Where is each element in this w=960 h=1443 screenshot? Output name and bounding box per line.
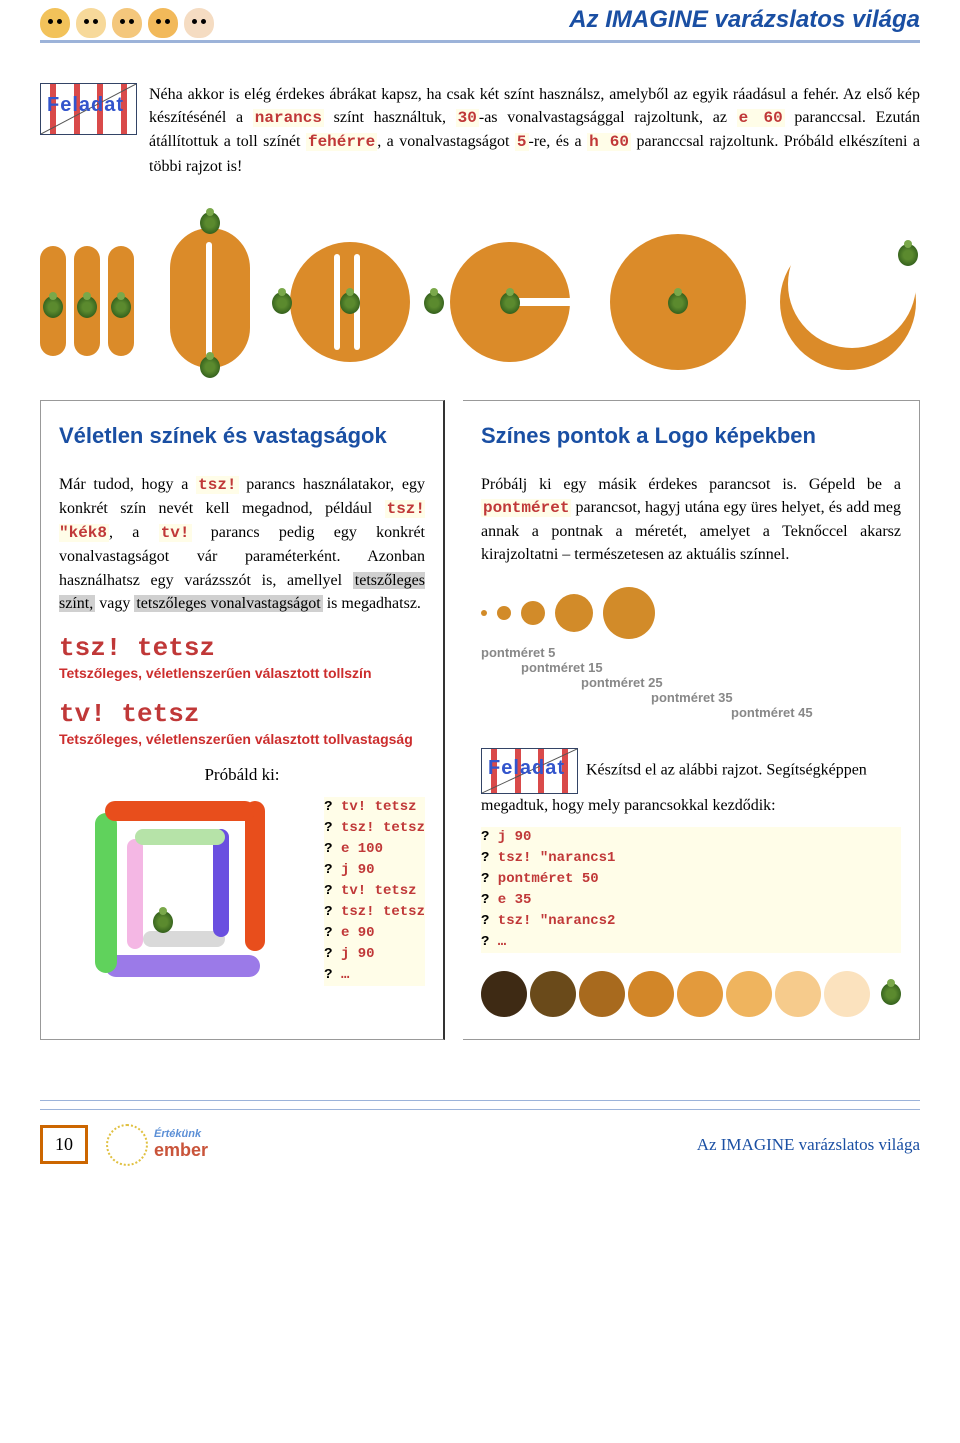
footer-title: Az IMAGINE varázslatos világa xyxy=(697,1135,920,1155)
feladat-badge: Feladat xyxy=(481,748,578,794)
feladat-label: Feladat xyxy=(488,757,565,780)
color-palette xyxy=(481,971,901,1017)
text: vagy xyxy=(95,595,134,612)
dot-label: pontméret 25 xyxy=(481,675,901,690)
code: narancs xyxy=(253,109,324,127)
size-dot xyxy=(481,610,487,616)
text: -as vonalvastagsággal rajzoltunk, az xyxy=(479,109,737,126)
feladat-badge: Feladat xyxy=(40,83,137,135)
code: tsz! xyxy=(196,476,238,494)
color-bar xyxy=(95,813,117,973)
palette-dot xyxy=(775,971,821,1017)
dot-label: pontméret 5 xyxy=(481,645,901,660)
avatar-icon xyxy=(112,8,142,38)
columns: Véletlen színek és vastagságok Már tudod… xyxy=(40,400,920,1040)
palette-dot xyxy=(530,971,576,1017)
text: Próbálj ki egy másik érdekes parancsot i… xyxy=(481,476,901,493)
dot-label: pontméret 35 xyxy=(481,690,901,705)
color-bar xyxy=(135,829,225,845)
code: pontméret xyxy=(481,499,571,517)
colorful-drawing xyxy=(95,801,275,981)
code: h 60 xyxy=(587,133,631,151)
code: e 60 xyxy=(737,109,785,127)
text: , a vonalvastagságot xyxy=(377,133,515,150)
left-command-list: ? tv! tetsz? tsz! tetsz? e 100? j 90? tv… xyxy=(324,797,425,986)
page-header: Az IMAGINE varázslatos világa xyxy=(40,0,920,42)
code: 30 xyxy=(456,109,479,127)
text: Már tudod, hogy a xyxy=(59,476,196,493)
color-bar xyxy=(105,801,255,821)
page-title: Az IMAGINE varázslatos világa xyxy=(569,6,920,38)
palette-dot xyxy=(628,971,674,1017)
turtle-icon xyxy=(881,983,901,1005)
right-title: Színes pontok a Logo képekben xyxy=(481,423,901,449)
avatar-icon xyxy=(184,8,214,38)
palette-dot xyxy=(677,971,723,1017)
avatar-icon xyxy=(76,8,106,38)
divider xyxy=(40,42,920,43)
text: , a xyxy=(109,524,159,541)
right-task: Feladat Készítsd el az alábbi rajzot. Se… xyxy=(481,748,901,817)
orange-shapes-row xyxy=(40,206,920,376)
right-paragraph: Próbálj ki egy másik érdekes parancsot i… xyxy=(481,473,901,567)
highlight: tetszőleges vonalvastagságot xyxy=(134,595,322,612)
right-column: Színes pontok a Logo képekben Próbálj ki… xyxy=(463,400,920,1040)
text: színt használtuk, xyxy=(324,109,456,126)
avatar-icon xyxy=(148,8,178,38)
bigcode-2: tv! tetsz xyxy=(59,699,425,729)
dot-label: pontméret 45 xyxy=(481,705,901,720)
code: fehérre xyxy=(306,133,377,151)
color-bar xyxy=(127,839,143,949)
right-command-list: ? j 90? tsz! "narancs1? pontméret 50? e … xyxy=(481,827,901,953)
code: 5 xyxy=(515,133,529,151)
footer-logo: Értékünk ember xyxy=(106,1124,208,1166)
text: is megadhatsz. xyxy=(323,595,421,612)
logo-line1: Értékünk xyxy=(154,1128,208,1140)
color-bar xyxy=(213,829,229,937)
color-bar xyxy=(245,801,265,951)
code: tv! xyxy=(159,524,192,542)
header-faces xyxy=(40,8,214,38)
size-dot xyxy=(521,601,545,625)
bigcode-1: tsz! tetsz xyxy=(59,633,425,663)
dot-label: pontméret 15 xyxy=(481,660,901,675)
palette-dot xyxy=(481,971,527,1017)
left-title: Véletlen színek és vastagságok xyxy=(59,423,425,449)
size-dot xyxy=(603,587,655,639)
try-label: Próbáld ki: xyxy=(59,765,425,785)
logo-line2: ember xyxy=(154,1140,208,1161)
intro-paragraph: Néha akkor is elég érdekes ábrákat kapsz… xyxy=(149,83,920,178)
bigcode-sub-1: Tetszőleges, véletlenszerűen választott … xyxy=(59,665,425,681)
palette-dot xyxy=(579,971,625,1017)
palette-dot xyxy=(824,971,870,1017)
left-paragraph: Már tudod, hogy a tsz! parancs használat… xyxy=(59,473,425,615)
avatar-icon xyxy=(40,8,70,38)
palette-dot xyxy=(726,971,772,1017)
feladat-label: Feladat xyxy=(47,94,124,117)
size-dot xyxy=(497,606,511,620)
text: -re, és a xyxy=(529,133,588,150)
bigcode-sub-2: Tetszőleges, véletlenszerűen választott … xyxy=(59,731,425,747)
page-number: 10 xyxy=(40,1125,88,1164)
page-footer: 10 Értékünk ember Az IMAGINE varázslatos… xyxy=(40,1100,920,1166)
stars-icon xyxy=(106,1124,148,1166)
dot-size-chart: pontméret 5pontméret 15pontméret 25pontm… xyxy=(481,587,901,720)
left-column: Véletlen színek és vastagságok Már tudod… xyxy=(40,400,445,1040)
size-dot xyxy=(555,594,593,632)
color-bar xyxy=(143,931,225,947)
color-bar xyxy=(105,955,260,977)
intro-block: Feladat Néha akkor is elég érdekes ábrák… xyxy=(40,83,920,178)
